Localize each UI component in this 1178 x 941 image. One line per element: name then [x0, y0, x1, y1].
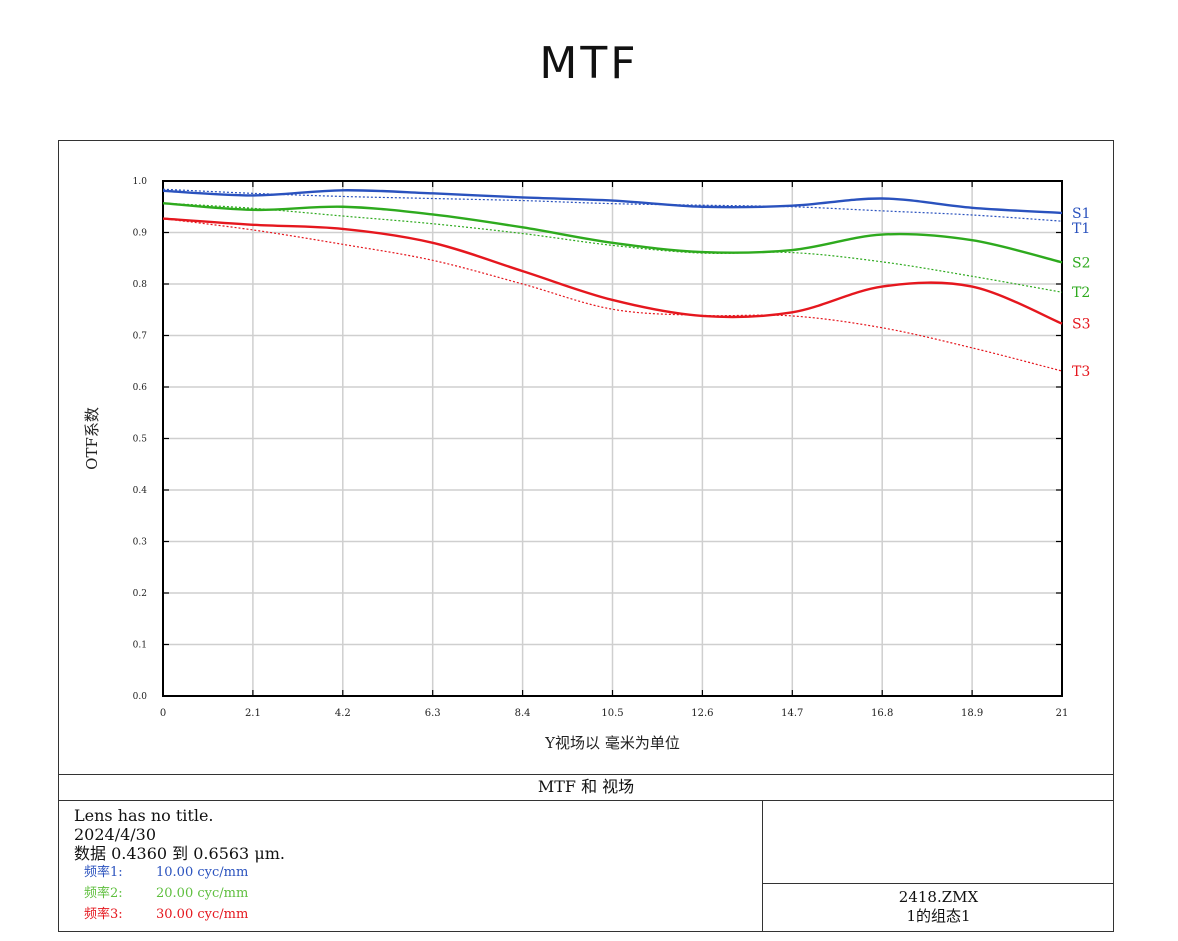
series-line-t2: [162, 202, 1063, 293]
frequency-value: 20.00 cyc/mm: [156, 886, 249, 901]
series-line-t3: [162, 217, 1063, 372]
info-panel: [58, 801, 763, 932]
frequency-label: 频率2:: [84, 886, 123, 901]
date-text: 2024/4/30: [74, 825, 157, 844]
x-tick-label: 0: [160, 708, 166, 719]
frequency-value: 10.00 cyc/mm: [156, 865, 249, 880]
series-label: T2: [1072, 285, 1090, 301]
y-tick-label: 0.7: [133, 332, 148, 342]
x-tick-label: 10.5: [601, 708, 623, 719]
file-info: 2418.ZMX 1的组态1: [763, 883, 1114, 932]
frequency-label: 频率1:: [84, 865, 123, 880]
series-label: S1: [1072, 206, 1091, 222]
series-label: S3: [1072, 317, 1091, 333]
series-line-s2: [162, 201, 1063, 264]
series-label: T3: [1072, 364, 1090, 380]
data-range-text: 数据 0.4360 到 0.6563 μm.: [74, 844, 285, 863]
series-line-s3: [162, 217, 1063, 325]
plot-frame: [58, 140, 1114, 932]
x-tick-label: 4.2: [335, 708, 351, 719]
x-tick-label: 12.6: [691, 708, 713, 719]
series-label: T1: [1072, 221, 1090, 237]
x-tick-label: 6.3: [425, 708, 441, 719]
frequency-value: 30.00 cyc/mm: [156, 907, 249, 922]
y-tick-label: 0.6: [133, 383, 148, 393]
frequency-row: 频率3: 30.00 cyc/mm: [84, 907, 248, 922]
x-tick-label: 18.9: [961, 708, 983, 719]
frequency-row: 频率1: 10.00 cyc/mm: [84, 865, 248, 880]
x-tick-label: 16.8: [871, 708, 893, 719]
info-text: Lens has no title. 2024/4/30 数据 0.4360 到…: [74, 806, 285, 863]
y-tick-label: 1.0: [133, 177, 148, 187]
frequency-row: 频率2: 20.00 cyc/mm: [84, 886, 248, 901]
file-name: 2418.ZMX: [898, 888, 979, 906]
y-tick-label: 0.8: [133, 280, 148, 290]
x-tick-label: 21: [1056, 708, 1069, 719]
series-label: S2: [1072, 255, 1091, 271]
footer-title: MTF 和 视场: [58, 774, 1114, 801]
y-tick-label: 0.9: [133, 229, 148, 239]
config-text: 1的组态1: [906, 907, 971, 925]
y-tick-label: 0.2: [133, 589, 147, 599]
y-tick-label: 0.0: [133, 692, 148, 702]
x-tick-label: 8.4: [515, 708, 531, 719]
y-tick-label: 0.3: [133, 538, 148, 548]
series-line-t1: [162, 188, 1063, 222]
y-tick-label: 0.5: [133, 435, 148, 445]
frequency-label: 频率3:: [84, 907, 123, 922]
page-title: MTF: [539, 38, 639, 89]
x-tick-label: 14.7: [781, 708, 803, 719]
y-tick-label: 0.1: [133, 641, 147, 651]
y-tick-label: 0.4: [133, 486, 148, 496]
x-axis-label: Y视场以 毫米为单位: [544, 734, 680, 752]
y-axis-label: OTF系数: [83, 407, 101, 470]
lens-title: Lens has no title.: [74, 806, 214, 825]
x-tick-label: 2.1: [245, 708, 261, 719]
series-line-s1: [162, 189, 1063, 215]
